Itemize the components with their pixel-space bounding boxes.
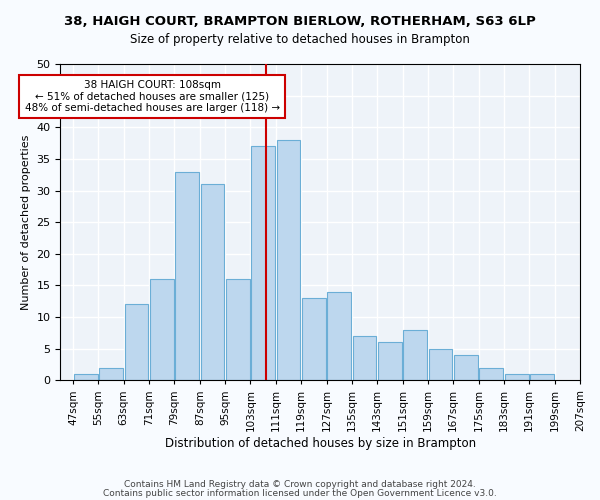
Bar	[378, 342, 402, 380]
Bar	[428, 348, 452, 380]
Bar	[226, 279, 250, 380]
Bar	[302, 298, 326, 380]
Bar	[175, 172, 199, 380]
Bar	[74, 374, 98, 380]
Bar	[125, 304, 148, 380]
Bar	[200, 184, 224, 380]
Bar	[353, 336, 376, 380]
Text: Contains public sector information licensed under the Open Government Licence v3: Contains public sector information licen…	[103, 489, 497, 498]
Bar	[251, 146, 275, 380]
Bar	[277, 140, 301, 380]
Bar	[479, 368, 503, 380]
Bar	[505, 374, 529, 380]
Bar	[403, 330, 427, 380]
Text: 38 HAIGH COURT: 108sqm
← 51% of detached houses are smaller (125)
48% of semi-de: 38 HAIGH COURT: 108sqm ← 51% of detached…	[25, 80, 280, 113]
X-axis label: Distribution of detached houses by size in Brampton: Distribution of detached houses by size …	[164, 437, 476, 450]
Y-axis label: Number of detached properties: Number of detached properties	[21, 134, 31, 310]
Bar	[530, 374, 554, 380]
Text: Size of property relative to detached houses in Brampton: Size of property relative to detached ho…	[130, 32, 470, 46]
Bar	[99, 368, 123, 380]
Bar	[454, 355, 478, 380]
Bar	[150, 279, 173, 380]
Bar	[327, 292, 351, 380]
Text: 38, HAIGH COURT, BRAMPTON BIERLOW, ROTHERHAM, S63 6LP: 38, HAIGH COURT, BRAMPTON BIERLOW, ROTHE…	[64, 15, 536, 28]
Text: Contains HM Land Registry data © Crown copyright and database right 2024.: Contains HM Land Registry data © Crown c…	[124, 480, 476, 489]
